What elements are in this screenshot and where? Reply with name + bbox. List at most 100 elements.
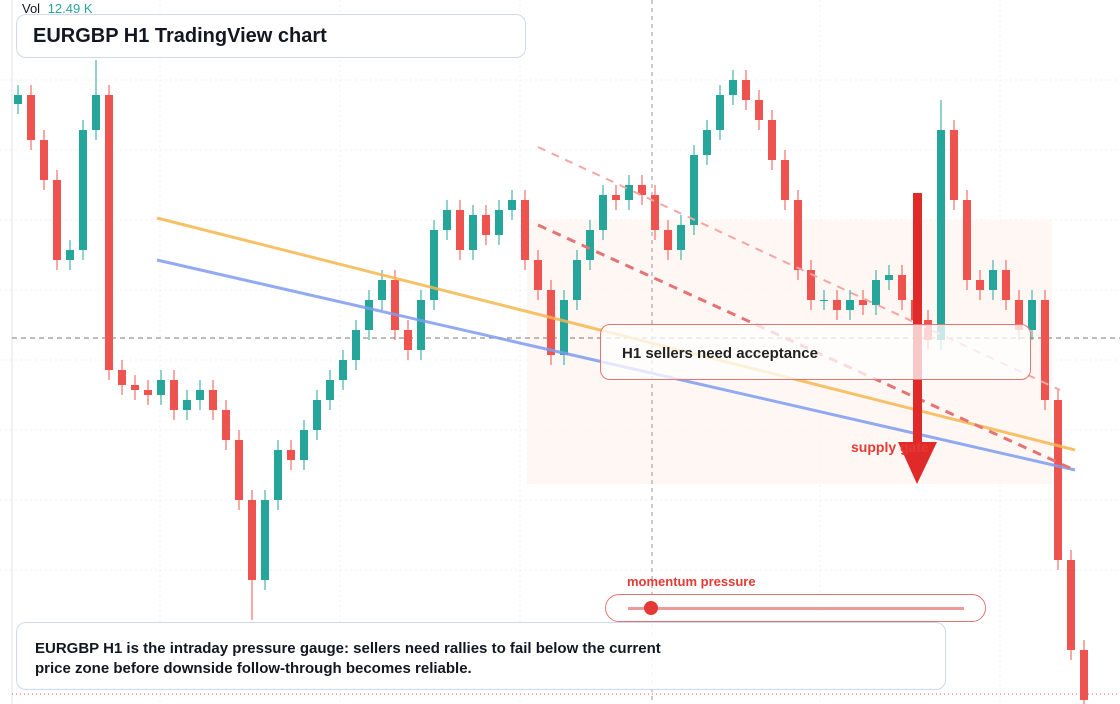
zone-label: supply gate (851, 439, 929, 455)
candle-body (664, 230, 672, 250)
candle-body (950, 130, 958, 200)
candle-body (560, 300, 568, 355)
candle-body (235, 440, 243, 500)
candle-body (690, 155, 698, 225)
candle-body (27, 95, 35, 140)
candle-body (1015, 300, 1023, 330)
candle-body (872, 280, 880, 305)
candle-body (729, 80, 737, 95)
candle-body (417, 300, 425, 350)
candle-body (1080, 650, 1088, 700)
callout-box: H1 sellers need acceptance (600, 324, 1031, 380)
volume-label: Vol (22, 1, 41, 16)
candle-body (1054, 400, 1062, 560)
candle-body (716, 95, 724, 130)
volume-value: 12.49 K (47, 1, 93, 16)
candle-body (898, 275, 906, 300)
candle-body (40, 140, 48, 180)
candle-body (352, 330, 360, 360)
candle-body (313, 400, 321, 430)
candle-body (222, 410, 230, 440)
candle-body (573, 260, 581, 300)
candle-body (794, 200, 802, 270)
candle-body (859, 300, 867, 305)
candle-body (482, 215, 490, 235)
candle-body (404, 330, 412, 350)
candle-body (495, 210, 503, 235)
candle-body (1028, 300, 1036, 330)
candle-body (677, 225, 685, 250)
candle-body (339, 360, 347, 380)
candle-body (534, 260, 542, 290)
candle-body (157, 380, 165, 395)
candle-body (300, 430, 308, 460)
candle-body (807, 270, 815, 300)
candle-body (586, 230, 594, 260)
arrow-head (898, 442, 937, 484)
arrow-shaft (913, 193, 922, 448)
candle-body (365, 300, 373, 330)
candle-body (196, 390, 204, 400)
candle-body (274, 450, 282, 500)
note-box: EURGBP H1 is the intraday pressure gauge… (16, 622, 946, 690)
candle-body (1067, 560, 1075, 650)
candle-body (66, 250, 74, 260)
candle-body (248, 500, 256, 580)
candle-body (261, 500, 269, 580)
candle-body (755, 100, 763, 120)
candle-body (547, 290, 555, 355)
candle-body (1002, 270, 1010, 300)
candle-body (131, 385, 139, 390)
title-box: EURGBP H1 TradingView chart (16, 14, 526, 58)
candles (14, 60, 1088, 704)
gauge-knob (644, 601, 658, 615)
candle-body (209, 390, 217, 410)
candle-body (625, 185, 633, 200)
candle-body (170, 380, 178, 410)
channel-line-upper (537, 146, 1061, 391)
gauge (605, 594, 986, 622)
volume-legend: Vol 12.49 K (22, 1, 93, 16)
candle-body (79, 130, 87, 250)
candle-body (118, 370, 126, 385)
candle-body (885, 275, 893, 280)
candle-body (703, 130, 711, 155)
chart-title: EURGBP H1 TradingView chart (33, 25, 327, 47)
candle-body (14, 95, 22, 104)
candle-body (443, 210, 451, 230)
candle-body (742, 80, 750, 100)
callout-text: H1 sellers need acceptance (622, 345, 818, 362)
candle-body (599, 195, 607, 230)
candle-body (378, 280, 386, 300)
note-text: EURGBP H1 is the intraday pressure gauge… (35, 640, 661, 677)
candle-body (287, 450, 295, 460)
candle-body (521, 200, 529, 260)
candle-body (456, 210, 464, 250)
candle-body (144, 390, 152, 395)
candle-body (508, 200, 516, 210)
candle-body (183, 400, 191, 410)
candle-body (430, 230, 438, 300)
candle-body (53, 180, 61, 260)
candle-body (963, 200, 971, 280)
candle-body (469, 215, 477, 250)
candle-body (781, 160, 789, 200)
candle-body (92, 95, 100, 130)
candle-body (976, 280, 984, 290)
candle-body (612, 195, 620, 200)
candle-body (846, 300, 854, 310)
candle-body (937, 130, 945, 340)
candle-body (820, 300, 828, 301)
candle-body (833, 300, 841, 310)
candle-body (326, 380, 334, 400)
gauge-track (628, 607, 964, 610)
candle-body (1041, 300, 1049, 400)
gauge-label: momentum pressure (627, 574, 756, 589)
candle-body (638, 185, 646, 195)
candle-body (768, 120, 776, 160)
candle-body (391, 280, 399, 330)
candle-body (989, 270, 997, 290)
candle-body (651, 195, 659, 230)
candle-body (105, 95, 113, 370)
